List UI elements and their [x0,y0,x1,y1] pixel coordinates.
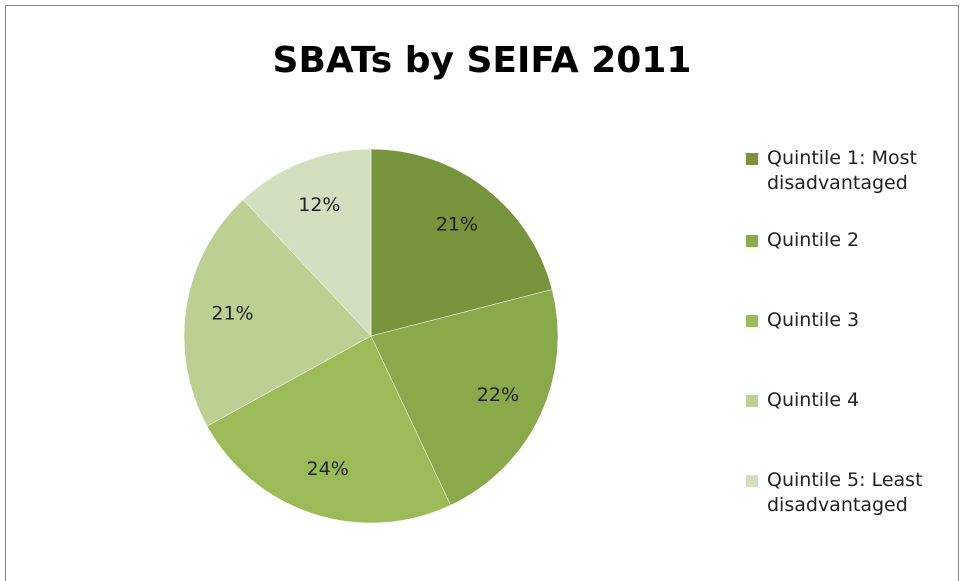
legend-label: Quintile 2 [767,229,860,251]
pie-slice [242,148,372,337]
chart-title: SBATs by SEIFA 2011 [273,40,692,81]
legend-label: Quintile 3 [767,309,860,331]
legend-item: Quintile 2 [746,228,956,253]
legend-swatch [746,395,758,407]
legend-label: Quintile 5: Least disadvantaged [767,469,923,516]
legend-item: Quintile 4 [746,388,956,413]
legend-item: Quintile 5: Least disadvantaged [746,468,956,518]
pie-slice [370,289,559,506]
data-label: 22% [477,384,519,406]
pie-slice [206,335,451,524]
legend-item: Quintile 3 [746,308,956,333]
chart-border [5,5,959,581]
legend-label: Quintile 4 [767,389,860,411]
pie-slice [370,148,553,337]
data-label: 21% [436,214,478,236]
data-label: 21% [211,303,253,325]
legend-swatch [746,315,758,327]
legend-item: Quintile 1: Most disadvantaged [746,146,956,196]
data-label: 24% [307,458,349,480]
legend-swatch [746,235,758,247]
data-label: 12% [298,194,340,216]
legend-label: Quintile 1: Most disadvantaged [767,147,917,194]
pie-slice [183,199,372,427]
legend-swatch [746,475,758,487]
legend-swatch [746,153,758,165]
